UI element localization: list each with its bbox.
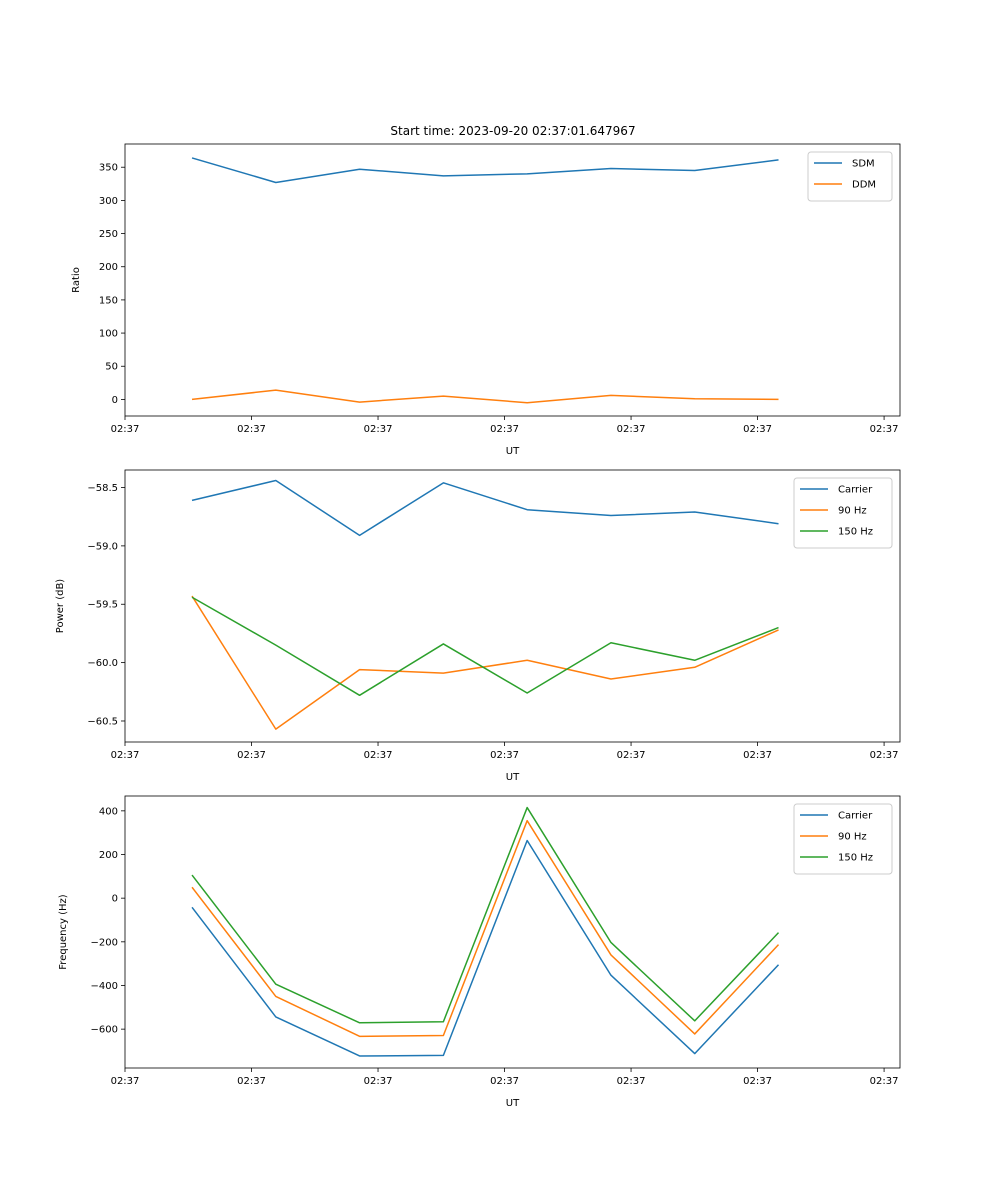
- series-line-150-hz: [191, 806, 780, 1024]
- panel-ratio: 02:37 02:37 02:37 02:37 02:37 02:37 02:37 0 50 10…: [71, 143, 901, 457]
- x-tick-label: 02:37: [743, 750, 772, 761]
- x-tick-label: 02:37: [870, 1076, 899, 1087]
- legend-label-150-hz: 150 Hz: [838, 853, 873, 864]
- y-tick-label: −58.5: [87, 483, 118, 494]
- x-tick-label: 02:37: [490, 424, 519, 435]
- axes-frame: [124, 469, 901, 743]
- y-axis-label: Power (dB): [55, 579, 66, 634]
- y-tick-label: 50: [105, 362, 118, 373]
- legend-label-sdm: SDM: [852, 159, 875, 170]
- y-tick-label: 0: [112, 395, 118, 406]
- series-line-90-hz: [191, 595, 779, 730]
- x-tick-label: 02:37: [111, 750, 140, 761]
- y-tick-label: −600: [91, 1025, 118, 1036]
- x-tick-label: 02:37: [237, 750, 266, 761]
- y-tick-label: −60.5: [87, 716, 118, 727]
- x-tick-label: 02:37: [617, 750, 646, 761]
- legend-label-90-hz: 90 Hz: [838, 506, 867, 517]
- x-tick-label: 02:37: [364, 424, 393, 435]
- y-tick-label: 400: [99, 806, 118, 817]
- x-axis-label: UT: [506, 1098, 520, 1109]
- series-line-sdm: [191, 157, 779, 184]
- y-tick-label: 200: [99, 262, 118, 273]
- y-tick-label: −200: [91, 937, 118, 948]
- axes-frame: [124, 795, 901, 1069]
- legend-label-ddm: DDM: [852, 180, 876, 191]
- y-tick-label: −59.5: [87, 600, 118, 611]
- panel-power: 02:37 02:37 02:37 02:37 02:37 02:37 02:37 −58.5…: [55, 469, 901, 783]
- x-tick-label: 02:37: [111, 424, 140, 435]
- x-tick-label: 02:37: [870, 750, 899, 761]
- x-tick-label: 02:37: [364, 750, 393, 761]
- y-tick-label: 350: [99, 163, 118, 174]
- x-tick-label: 02:37: [870, 424, 899, 435]
- x-tick-label: 02:37: [617, 424, 646, 435]
- legend-label-90-hz: 90 Hz: [838, 832, 867, 843]
- y-tick-label: 100: [99, 329, 118, 340]
- x-axis-label: UT: [506, 446, 520, 457]
- x-tick-label: 02:37: [743, 424, 772, 435]
- y-tick-label: 0: [112, 894, 118, 905]
- y-tick-label: 300: [99, 196, 118, 207]
- legend-label-carrier: Carrier: [838, 811, 873, 822]
- series-line-90-hz: [191, 819, 780, 1038]
- x-tick-label: 02:37: [490, 750, 519, 761]
- x-axis-label: UT: [506, 772, 520, 783]
- legend-label-carrier: Carrier: [838, 485, 873, 496]
- y-tick-label: −59.0: [87, 541, 118, 552]
- x-tick-label: 02:37: [617, 1076, 646, 1087]
- series-line-carrier: [191, 839, 780, 1057]
- legend-label-150-hz: 150 Hz: [838, 527, 873, 538]
- x-tick-label: 02:37: [237, 1076, 266, 1087]
- y-axis-label: Frequency (Hz): [58, 894, 69, 970]
- series-line-carrier: [191, 479, 779, 537]
- x-tick-label: 02:37: [111, 1076, 140, 1087]
- axes-frame: [124, 143, 901, 417]
- x-tick-label: 02:37: [743, 1076, 772, 1087]
- y-tick-label: 200: [99, 850, 118, 861]
- panel-frequency: 02:37 02:37 02:37 02:37 02:37 02:37 02:37 400 20…: [58, 795, 901, 1109]
- y-tick-label: −400: [91, 981, 118, 992]
- y-tick-label: 250: [99, 229, 118, 240]
- y-axis-label: Ratio: [71, 267, 82, 293]
- series-line-ddm: [191, 389, 779, 404]
- x-tick-label: 02:37: [364, 1076, 393, 1087]
- y-tick-label: 150: [99, 295, 118, 306]
- x-tick-label: 02:37: [490, 1076, 519, 1087]
- x-tick-label: 02:37: [237, 424, 266, 435]
- figure-title: Start time: 2023-09-20 02:37:01.647967: [390, 124, 635, 138]
- legend-box: [807, 151, 893, 202]
- series-line-150-hz: [191, 596, 779, 697]
- y-tick-label: −60.0: [87, 658, 118, 669]
